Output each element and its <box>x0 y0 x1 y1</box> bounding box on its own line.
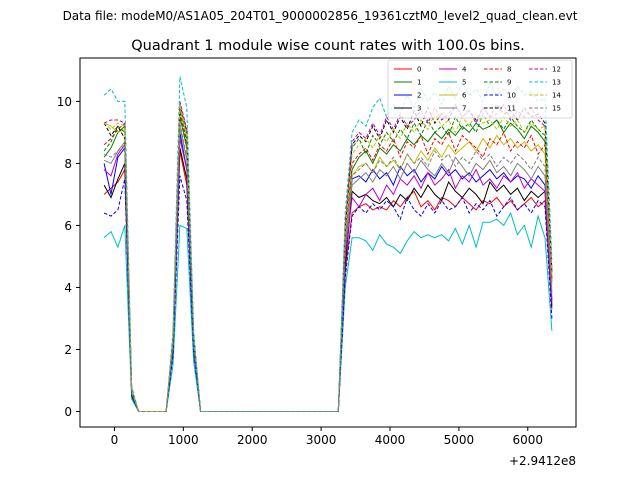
legend-label-4: 4 <box>462 66 467 74</box>
series-line-9 <box>103 110 553 412</box>
legend-label-3: 3 <box>417 105 421 113</box>
x-tick-label: 3000 <box>306 433 337 447</box>
legend-box <box>387 59 573 119</box>
legend-label-10: 10 <box>507 92 516 100</box>
x-tick-label: 2000 <box>237 433 268 447</box>
x-axis-offset-label: +2.9412e8 <box>509 454 576 468</box>
legend-label-12: 12 <box>552 66 561 74</box>
legend-label-1: 1 <box>417 79 421 87</box>
legend-label-15: 15 <box>552 105 561 113</box>
legend-label-9: 9 <box>507 79 511 87</box>
x-tick-label: 0 <box>111 433 119 447</box>
legend-label-7: 7 <box>462 105 466 113</box>
series-line-15 <box>103 123 553 412</box>
legend-label-8: 8 <box>507 66 511 74</box>
x-tick-label: 4000 <box>375 433 406 447</box>
x-tick-label: 6000 <box>513 433 544 447</box>
legend-label-2: 2 <box>417 92 421 100</box>
legend-label-0: 0 <box>417 66 421 74</box>
y-tick-label: 2 <box>64 343 72 357</box>
y-tick-label: 10 <box>57 95 72 109</box>
figure-suptitle: Data file: modeM0/AS1A05_204T01_90000028… <box>63 9 578 23</box>
plot-background <box>80 58 576 427</box>
y-tick-label: 0 <box>64 405 72 419</box>
chart-title: Quadrant 1 module wise count rates with … <box>131 38 525 54</box>
series-line-12 <box>103 101 553 412</box>
y-tick-label: 6 <box>64 219 72 233</box>
x-tick-label: 1000 <box>168 433 199 447</box>
legend-label-5: 5 <box>462 79 466 87</box>
axes-frame <box>79 57 577 428</box>
y-tick-label: 4 <box>64 281 72 295</box>
legend-label-11: 11 <box>507 105 516 113</box>
plot-area <box>80 58 576 427</box>
legend-label-14: 14 <box>552 92 561 100</box>
legend-label-13: 13 <box>552 79 561 87</box>
legend-label-6: 6 <box>462 92 467 100</box>
y-tick-label: 8 <box>64 157 72 171</box>
x-tick-label: 5000 <box>444 433 475 447</box>
